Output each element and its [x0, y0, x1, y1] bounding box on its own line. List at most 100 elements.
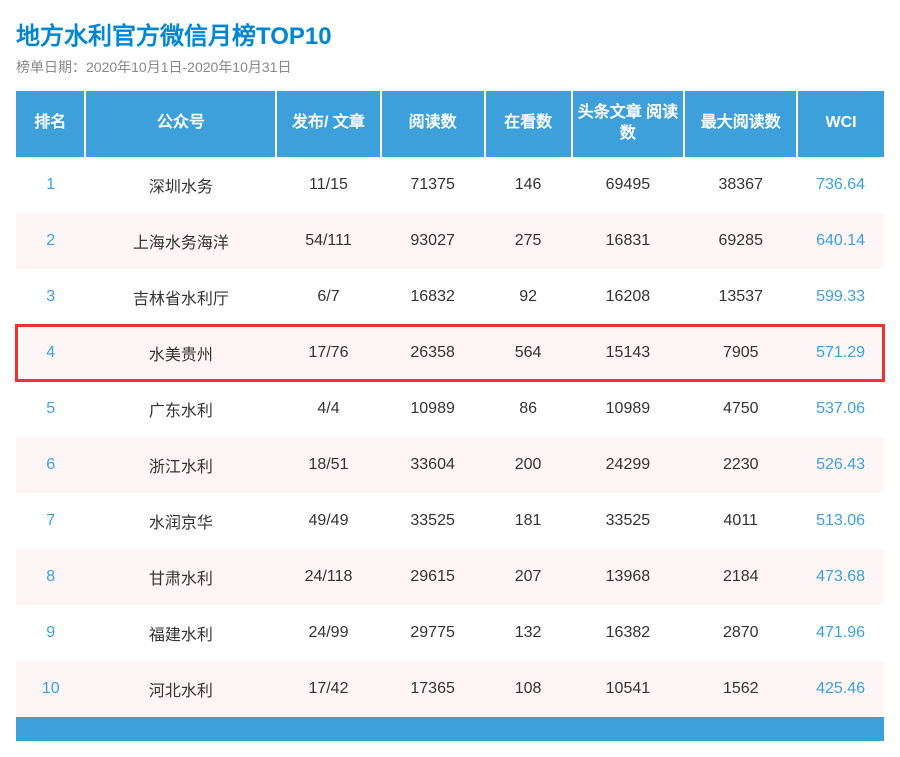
- cell-reads: 29615: [381, 549, 485, 605]
- cell-maxread: 2184: [684, 549, 797, 605]
- cell-rank: 2: [16, 213, 85, 269]
- cell-publish: 18/51: [276, 437, 380, 493]
- cell-rank: 8: [16, 549, 85, 605]
- cell-looks: 207: [485, 549, 572, 605]
- cell-publish: 49/49: [276, 493, 380, 549]
- col-header-reads: 阅读数: [381, 91, 485, 157]
- table-body: 1深圳水务11/15713751466949538367736.642上海水务海…: [16, 157, 884, 717]
- cell-maxread: 4750: [684, 381, 797, 437]
- table-row: 6浙江水利18/5133604200242992230526.43: [16, 437, 884, 493]
- cell-publish: 17/76: [276, 325, 380, 381]
- cell-rank: 4: [16, 325, 85, 381]
- cell-name: 上海水务海洋: [85, 213, 276, 269]
- cell-reads: 16832: [381, 269, 485, 325]
- col-header-wci: WCI: [797, 91, 884, 157]
- cell-looks: 200: [485, 437, 572, 493]
- cell-wci: 473.68: [797, 549, 884, 605]
- cell-wci: 526.43: [797, 437, 884, 493]
- cell-headline: 16382: [572, 605, 685, 661]
- cell-rank: 5: [16, 381, 85, 437]
- cell-wci: 425.46: [797, 661, 884, 717]
- cell-rank: 1: [16, 157, 85, 213]
- cell-looks: 132: [485, 605, 572, 661]
- cell-publish: 4/4: [276, 381, 380, 437]
- cell-name: 水美贵州: [85, 325, 276, 381]
- cell-maxread: 2870: [684, 605, 797, 661]
- cell-publish: 17/42: [276, 661, 380, 717]
- cell-name: 水润京华: [85, 493, 276, 549]
- cell-headline: 16208: [572, 269, 685, 325]
- table-row: 3吉林省水利厅6/716832921620813537599.33: [16, 269, 884, 325]
- table-row: 2上海水务海洋54/111930272751683169285640.14: [16, 213, 884, 269]
- table-footer-bar: [16, 717, 884, 741]
- cell-rank: 9: [16, 605, 85, 661]
- cell-looks: 146: [485, 157, 572, 213]
- cell-publish: 24/99: [276, 605, 380, 661]
- table-row: 4水美贵州17/7626358564151437905571.29: [16, 325, 884, 381]
- cell-headline: 24299: [572, 437, 685, 493]
- col-header-name: 公众号: [85, 91, 276, 157]
- cell-wci: 537.06: [797, 381, 884, 437]
- col-header-headline: 头条文章 阅读数: [572, 91, 685, 157]
- cell-reads: 17365: [381, 661, 485, 717]
- col-header-looks: 在看数: [485, 91, 572, 157]
- cell-name: 吉林省水利厅: [85, 269, 276, 325]
- table-row: 5广东水利4/41098986109894750537.06: [16, 381, 884, 437]
- cell-name: 深圳水务: [85, 157, 276, 213]
- cell-looks: 564: [485, 325, 572, 381]
- table-row: 10河北水利17/4217365108105411562425.46: [16, 661, 884, 717]
- cell-maxread: 1562: [684, 661, 797, 717]
- ranking-table: 排名 公众号 发布/ 文章 阅读数 在看数 头条文章 阅读数 最大阅读数 WCI…: [16, 91, 884, 741]
- cell-maxread: 2230: [684, 437, 797, 493]
- cell-maxread: 38367: [684, 157, 797, 213]
- cell-rank: 6: [16, 437, 85, 493]
- cell-looks: 275: [485, 213, 572, 269]
- cell-wci: 736.64: [797, 157, 884, 213]
- cell-name: 广东水利: [85, 381, 276, 437]
- date-range: 榜单日期：2020年10月1日-2020年10月31日: [16, 57, 884, 77]
- cell-looks: 181: [485, 493, 572, 549]
- cell-reads: 33525: [381, 493, 485, 549]
- table-header-row: 排名 公众号 发布/ 文章 阅读数 在看数 头条文章 阅读数 最大阅读数 WCI: [16, 91, 884, 157]
- cell-maxread: 4011: [684, 493, 797, 549]
- cell-reads: 33604: [381, 437, 485, 493]
- cell-rank: 7: [16, 493, 85, 549]
- cell-publish: 24/118: [276, 549, 380, 605]
- cell-publish: 11/15: [276, 157, 380, 213]
- col-header-rank: 排名: [16, 91, 85, 157]
- cell-wci: 571.29: [797, 325, 884, 381]
- cell-headline: 69495: [572, 157, 685, 213]
- cell-reads: 29775: [381, 605, 485, 661]
- cell-looks: 86: [485, 381, 572, 437]
- cell-looks: 92: [485, 269, 572, 325]
- cell-headline: 13968: [572, 549, 685, 605]
- cell-headline: 15143: [572, 325, 685, 381]
- cell-wci: 471.96: [797, 605, 884, 661]
- cell-reads: 71375: [381, 157, 485, 213]
- table-row: 8甘肃水利24/11829615207139682184473.68: [16, 549, 884, 605]
- col-header-publish: 发布/ 文章: [276, 91, 380, 157]
- cell-headline: 16831: [572, 213, 685, 269]
- cell-name: 甘肃水利: [85, 549, 276, 605]
- cell-name: 河北水利: [85, 661, 276, 717]
- cell-rank: 10: [16, 661, 85, 717]
- cell-name: 浙江水利: [85, 437, 276, 493]
- page-title: 地方水利官方微信月榜TOP10: [16, 16, 884, 51]
- cell-publish: 6/7: [276, 269, 380, 325]
- cell-maxread: 69285: [684, 213, 797, 269]
- cell-headline: 10989: [572, 381, 685, 437]
- table-row: 9福建水利24/9929775132163822870471.96: [16, 605, 884, 661]
- col-header-maxread: 最大阅读数: [684, 91, 797, 157]
- cell-reads: 26358: [381, 325, 485, 381]
- cell-maxread: 7905: [684, 325, 797, 381]
- cell-wci: 640.14: [797, 213, 884, 269]
- cell-maxread: 13537: [684, 269, 797, 325]
- cell-reads: 93027: [381, 213, 485, 269]
- cell-headline: 10541: [572, 661, 685, 717]
- cell-publish: 54/111: [276, 213, 380, 269]
- cell-wci: 513.06: [797, 493, 884, 549]
- cell-rank: 3: [16, 269, 85, 325]
- cell-name: 福建水利: [85, 605, 276, 661]
- table-row: 1深圳水务11/15713751466949538367736.64: [16, 157, 884, 213]
- cell-wci: 599.33: [797, 269, 884, 325]
